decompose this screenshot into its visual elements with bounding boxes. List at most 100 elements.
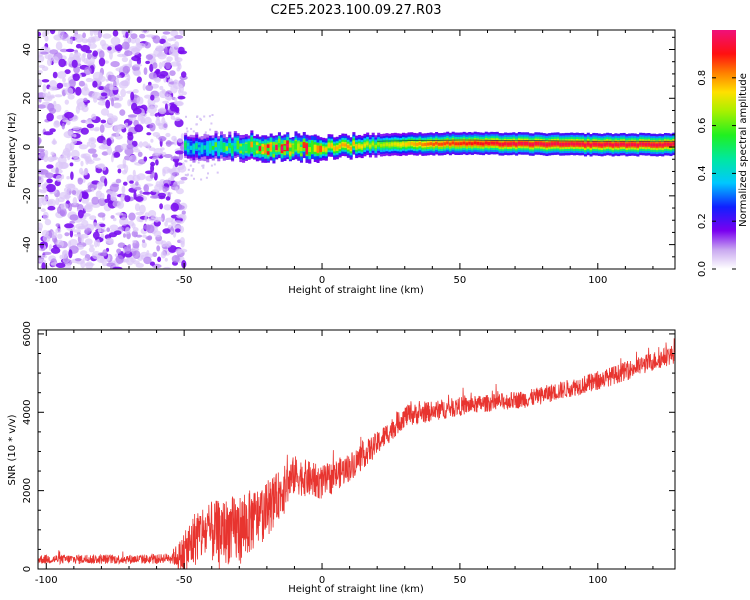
spectral-cell bbox=[308, 147, 312, 153]
noise-blob bbox=[200, 118, 202, 121]
spectral-cell bbox=[368, 144, 372, 148]
spectral-cell bbox=[476, 141, 480, 145]
noise-blob bbox=[155, 118, 161, 127]
spectral-cell bbox=[561, 142, 565, 146]
noise-blob bbox=[110, 215, 115, 219]
noise-blob bbox=[122, 65, 131, 74]
noise-blob bbox=[55, 262, 66, 268]
noise-blob bbox=[120, 143, 129, 150]
noise-blob bbox=[135, 196, 144, 202]
spectral-cell bbox=[498, 142, 502, 146]
noise-blob bbox=[128, 212, 136, 221]
noise-blob bbox=[136, 96, 144, 105]
spectral-cell bbox=[244, 143, 248, 152]
noise-blob bbox=[116, 125, 126, 130]
spectral-cell bbox=[592, 142, 596, 146]
noise-blob bbox=[62, 77, 66, 83]
noise-blob bbox=[166, 94, 172, 101]
noise-blob bbox=[90, 36, 101, 42]
noise-blob bbox=[135, 211, 144, 216]
noise-blob bbox=[187, 168, 190, 171]
snr-frame bbox=[37, 329, 676, 570]
spectral-cell bbox=[495, 141, 499, 145]
spectral-cell bbox=[385, 142, 389, 146]
noise-blob bbox=[196, 116, 199, 118]
spectral-cell bbox=[319, 145, 323, 153]
spectral-cell bbox=[597, 143, 601, 147]
noise-blob bbox=[41, 198, 48, 206]
spectral-cell bbox=[247, 144, 251, 151]
noise-blob bbox=[160, 250, 167, 259]
spectral-cell bbox=[619, 142, 623, 146]
noise-blob bbox=[68, 249, 73, 259]
spectral-cell bbox=[305, 145, 309, 153]
noise-blob bbox=[192, 168, 195, 171]
noise-blob bbox=[75, 43, 82, 49]
spectral-cell bbox=[220, 141, 224, 149]
noise-blob bbox=[152, 251, 158, 257]
noise-blob bbox=[82, 178, 86, 184]
noise-blob bbox=[165, 141, 175, 145]
spectral-cell bbox=[426, 142, 430, 146]
noise-blob bbox=[143, 184, 149, 193]
noise-blob bbox=[132, 169, 136, 177]
noise-blob bbox=[174, 150, 184, 155]
noise-blob bbox=[154, 218, 159, 223]
noise-blob bbox=[203, 115, 206, 118]
spectral-cell bbox=[559, 142, 563, 146]
noise-blob bbox=[134, 203, 141, 212]
noise-blob bbox=[89, 143, 97, 149]
noise-blob bbox=[52, 156, 59, 161]
snr-x-label: Height of straight line (km) bbox=[288, 584, 424, 595]
noise-blob bbox=[180, 133, 185, 140]
noise-blob bbox=[124, 30, 130, 33]
spectral-cell bbox=[291, 145, 295, 153]
noise-blob bbox=[124, 195, 131, 203]
spectral-cell bbox=[242, 145, 246, 153]
noise-blob bbox=[54, 103, 62, 113]
spectral-cell bbox=[542, 142, 546, 146]
noise-blob bbox=[130, 48, 140, 55]
noise-blob bbox=[61, 122, 65, 130]
noise-blob bbox=[164, 46, 168, 55]
noise-blob bbox=[100, 233, 105, 239]
noise-blob bbox=[109, 50, 113, 60]
noise-blob bbox=[97, 212, 106, 218]
spectral-cell bbox=[589, 143, 593, 147]
x-tick-label: 100 bbox=[588, 275, 607, 286]
spectral-cell bbox=[344, 143, 348, 147]
colorbar-ticks: 0.0 0.2 0.4 0.6 0.8 bbox=[697, 70, 736, 277]
noise-blob bbox=[174, 41, 180, 48]
noise-blob bbox=[99, 192, 105, 200]
noise-blob bbox=[163, 204, 172, 211]
spectral-cell bbox=[575, 142, 579, 146]
noise-blob bbox=[114, 44, 123, 52]
colorbar-tick-label: 0.6 bbox=[697, 118, 708, 134]
noise-blob bbox=[145, 84, 154, 92]
noise-blob bbox=[68, 79, 76, 88]
noise-blob bbox=[60, 174, 65, 180]
spectral-cell bbox=[639, 142, 643, 146]
spectral-cell bbox=[294, 141, 298, 150]
noise-blob bbox=[200, 178, 203, 181]
noise-blob bbox=[133, 63, 143, 67]
noise-blob bbox=[47, 205, 56, 211]
spectral-cell bbox=[628, 143, 632, 147]
noise-blob bbox=[92, 222, 98, 227]
noise-blob bbox=[170, 30, 179, 37]
noise-blob bbox=[42, 251, 52, 255]
noise-blob bbox=[55, 223, 61, 228]
spectral-cell bbox=[186, 146, 190, 150]
noise-blob bbox=[92, 231, 100, 240]
spectral-cell bbox=[297, 143, 301, 151]
noise-blob bbox=[106, 146, 113, 156]
noise-blob bbox=[41, 79, 50, 83]
spectrogram-x-label: Height of straight line (km) bbox=[288, 285, 424, 296]
noise-blob bbox=[61, 150, 72, 158]
spectral-cell bbox=[352, 141, 356, 145]
noise-blob bbox=[132, 240, 137, 244]
spectral-cell bbox=[269, 143, 273, 151]
noise-blob bbox=[64, 87, 74, 96]
noise-blob bbox=[50, 151, 55, 156]
spectrogram-frame bbox=[37, 29, 676, 270]
